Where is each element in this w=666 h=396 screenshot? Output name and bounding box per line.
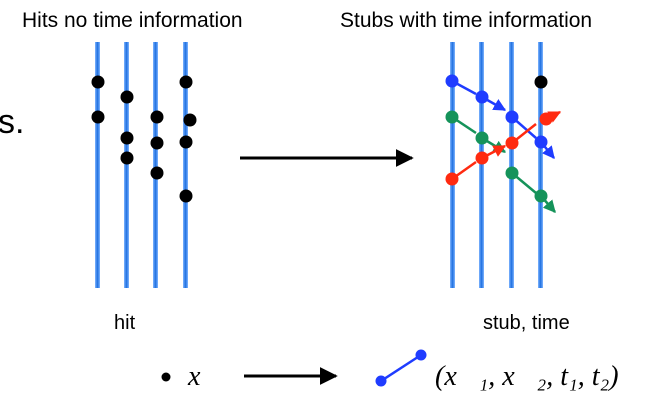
stub-dot-red <box>475 151 489 165</box>
unmatched-hit-dot <box>534 75 548 89</box>
left-hits <box>91 75 197 203</box>
stub-dot-blue <box>505 110 519 124</box>
stub-dot-green <box>534 189 548 203</box>
hit-dot <box>179 75 193 89</box>
stub-dot-red <box>505 136 519 150</box>
red-track <box>445 110 562 186</box>
hit-dot <box>120 151 134 165</box>
stub-dot-green <box>445 110 459 124</box>
legend-stub-dot <box>375 375 387 387</box>
left-wire-1 <box>95 42 100 288</box>
legend-stub-dot <box>415 349 427 361</box>
edge-text-fragment: s. <box>0 103 24 141</box>
hit-dot <box>183 113 197 127</box>
right-stubs <box>445 74 562 213</box>
hit-dot <box>91 75 105 89</box>
hit-dot <box>150 166 164 180</box>
stub-time-label: stub, time <box>483 312 570 334</box>
stub-dot-red <box>445 172 459 186</box>
left-wires <box>95 42 188 288</box>
stub-dot-blue <box>534 135 548 149</box>
blue-track <box>445 74 555 159</box>
left-wire-4 <box>183 42 188 288</box>
hit-dot <box>179 135 193 149</box>
legend-hit-vector: x⃗ <box>187 361 222 392</box>
stub-dot-blue <box>445 74 459 88</box>
hit-dot <box>150 136 164 150</box>
legend-stub-segment <box>380 353 422 383</box>
right-wire-1 <box>450 42 455 288</box>
hit-dot <box>179 189 193 203</box>
hit-dot <box>91 110 105 124</box>
right-wire-3 <box>509 42 514 288</box>
legend-hit-dot <box>161 372 171 382</box>
stub-dot-red <box>539 112 553 126</box>
legend-stub-formula: (x⃗₁, x⃗₂, t₁, t₂) <box>435 361 619 392</box>
right-panel-title: Stubs with time information <box>340 9 592 32</box>
stub-dot-blue <box>475 90 489 104</box>
hit-dot <box>120 131 134 145</box>
right-wires <box>450 42 543 288</box>
hit-dot <box>150 110 164 124</box>
green-track <box>445 110 556 213</box>
left-panel-title: Hits no time information <box>22 9 243 32</box>
right-wire-4 <box>538 42 543 288</box>
right-wire-2 <box>479 42 484 288</box>
left-wire-2 <box>124 42 129 288</box>
hit-label: hit <box>114 312 136 334</box>
stub-dot-green <box>505 166 519 180</box>
stub-dot-green <box>475 131 489 145</box>
legend-row: x⃗ (x⃗₁, x⃗₂, t₁, t₂) <box>161 349 619 392</box>
left-wire-3 <box>153 42 158 288</box>
hit-dot <box>120 90 134 104</box>
